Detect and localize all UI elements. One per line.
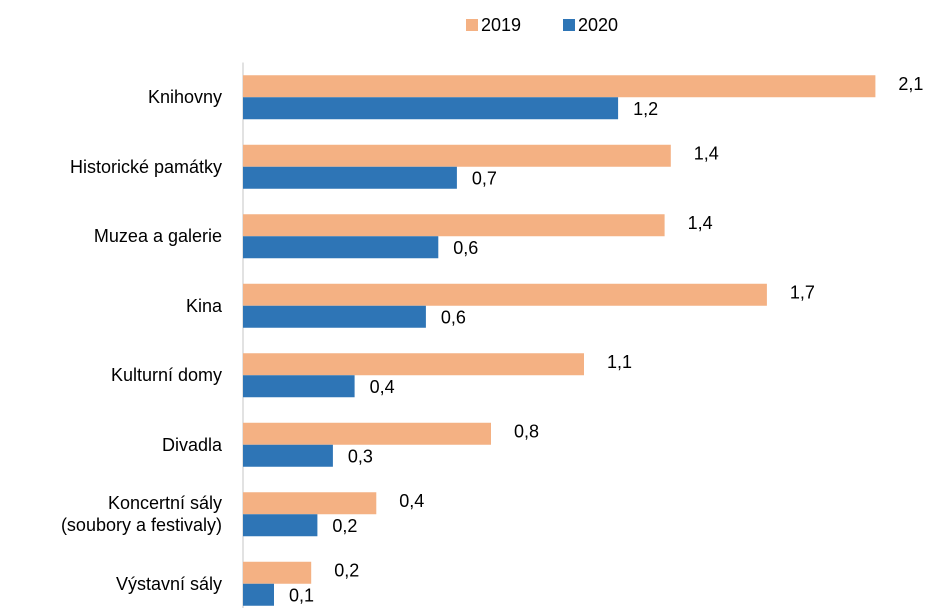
value-label: 0,8 (514, 422, 539, 442)
y-tick-label: Divadla (161, 434, 222, 455)
bar (243, 514, 318, 537)
bar (243, 561, 312, 584)
value-label: 0,6 (441, 308, 466, 328)
value-label: 1,7 (790, 283, 815, 303)
value-label: 1,4 (694, 144, 719, 164)
bar (243, 305, 426, 328)
bar (243, 236, 439, 259)
y-tick-label: Knihovny (147, 87, 222, 108)
value-label: 0,1 (289, 586, 314, 606)
bar (243, 492, 377, 515)
bar (243, 75, 876, 98)
y-tick-label: Muzea a galerie (93, 226, 222, 247)
bar (243, 283, 767, 306)
value-label: 0,3 (348, 447, 373, 467)
bar (243, 97, 619, 120)
bar (243, 353, 584, 376)
value-label: 0,6 (453, 238, 478, 258)
value-label: 2,1 (898, 74, 923, 94)
bar (243, 375, 355, 398)
legend-label: 2020 (578, 15, 618, 35)
legend-swatch (563, 19, 575, 31)
value-label: 0,4 (399, 491, 424, 511)
value-label: 1,1 (607, 352, 632, 372)
y-tick-label: Výstavní sály (115, 573, 222, 594)
value-label: 1,2 (633, 99, 658, 119)
bar (243, 583, 274, 606)
bar (243, 144, 671, 167)
bar (243, 444, 333, 467)
bar (243, 422, 491, 445)
y-tick-label: Kina (185, 295, 222, 316)
y-tick-label: Historické památky (69, 156, 222, 177)
value-label: 1,4 (688, 213, 713, 233)
value-label: 0,4 (370, 377, 395, 397)
value-label: 0,2 (332, 516, 357, 536)
y-tick-label: Koncertní sály (soubory a festivaly) (60, 493, 222, 536)
value-label: 0,7 (472, 169, 497, 189)
legend-swatch (466, 19, 478, 31)
legend-label: 2019 (481, 15, 521, 35)
y-tick-label: Kulturní domy (110, 365, 222, 386)
value-label: 0,2 (334, 561, 359, 581)
bar (243, 214, 665, 237)
bar (243, 166, 457, 189)
